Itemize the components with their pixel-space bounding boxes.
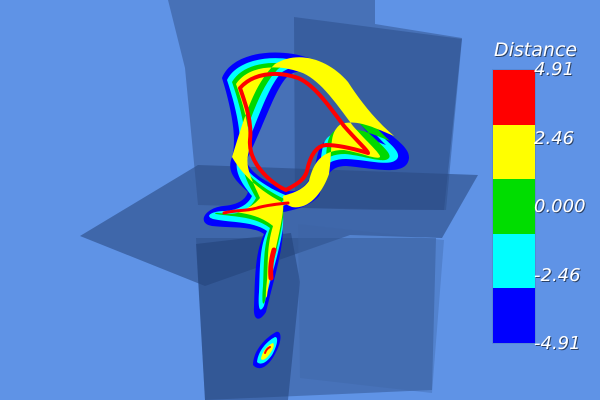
color-band-5 bbox=[493, 288, 535, 343]
legend-title: Distance bbox=[494, 39, 578, 61]
red-contour-line-top[interactable] bbox=[238, 71, 370, 192]
lower-back-plane[interactable] bbox=[298, 224, 444, 393]
color-scale-bar bbox=[493, 70, 535, 343]
legend-tick-4: -2.46 bbox=[534, 265, 581, 286]
contour-group[interactable] bbox=[203, 52, 410, 369]
legend-tick-3: 0.000 bbox=[534, 196, 586, 217]
legend-tick-2: 2.46 bbox=[534, 128, 575, 149]
color-band-2 bbox=[493, 124, 535, 180]
legend-tick-1: 4.91 bbox=[534, 59, 575, 80]
cyan-contour-shape[interactable] bbox=[209, 58, 399, 310]
red-contour-line-middle[interactable] bbox=[222, 201, 290, 215]
distance-legend: Distance 4.91 2.46 0.000 -2.46 -4.91 bbox=[492, 38, 600, 358]
legend-tick-5: -4.91 bbox=[534, 333, 581, 354]
color-band-1 bbox=[493, 70, 535, 125]
color-band-3 bbox=[493, 179, 535, 234]
lower-front-plane[interactable] bbox=[196, 233, 300, 400]
yellow-contour-shape[interactable] bbox=[220, 57, 394, 298]
red-contour-line-lower[interactable] bbox=[268, 247, 277, 281]
color-band-4 bbox=[493, 233, 535, 289]
green-contour-shape[interactable] bbox=[214, 62, 390, 304]
small-bottom-contour-red[interactable] bbox=[264, 346, 271, 354]
